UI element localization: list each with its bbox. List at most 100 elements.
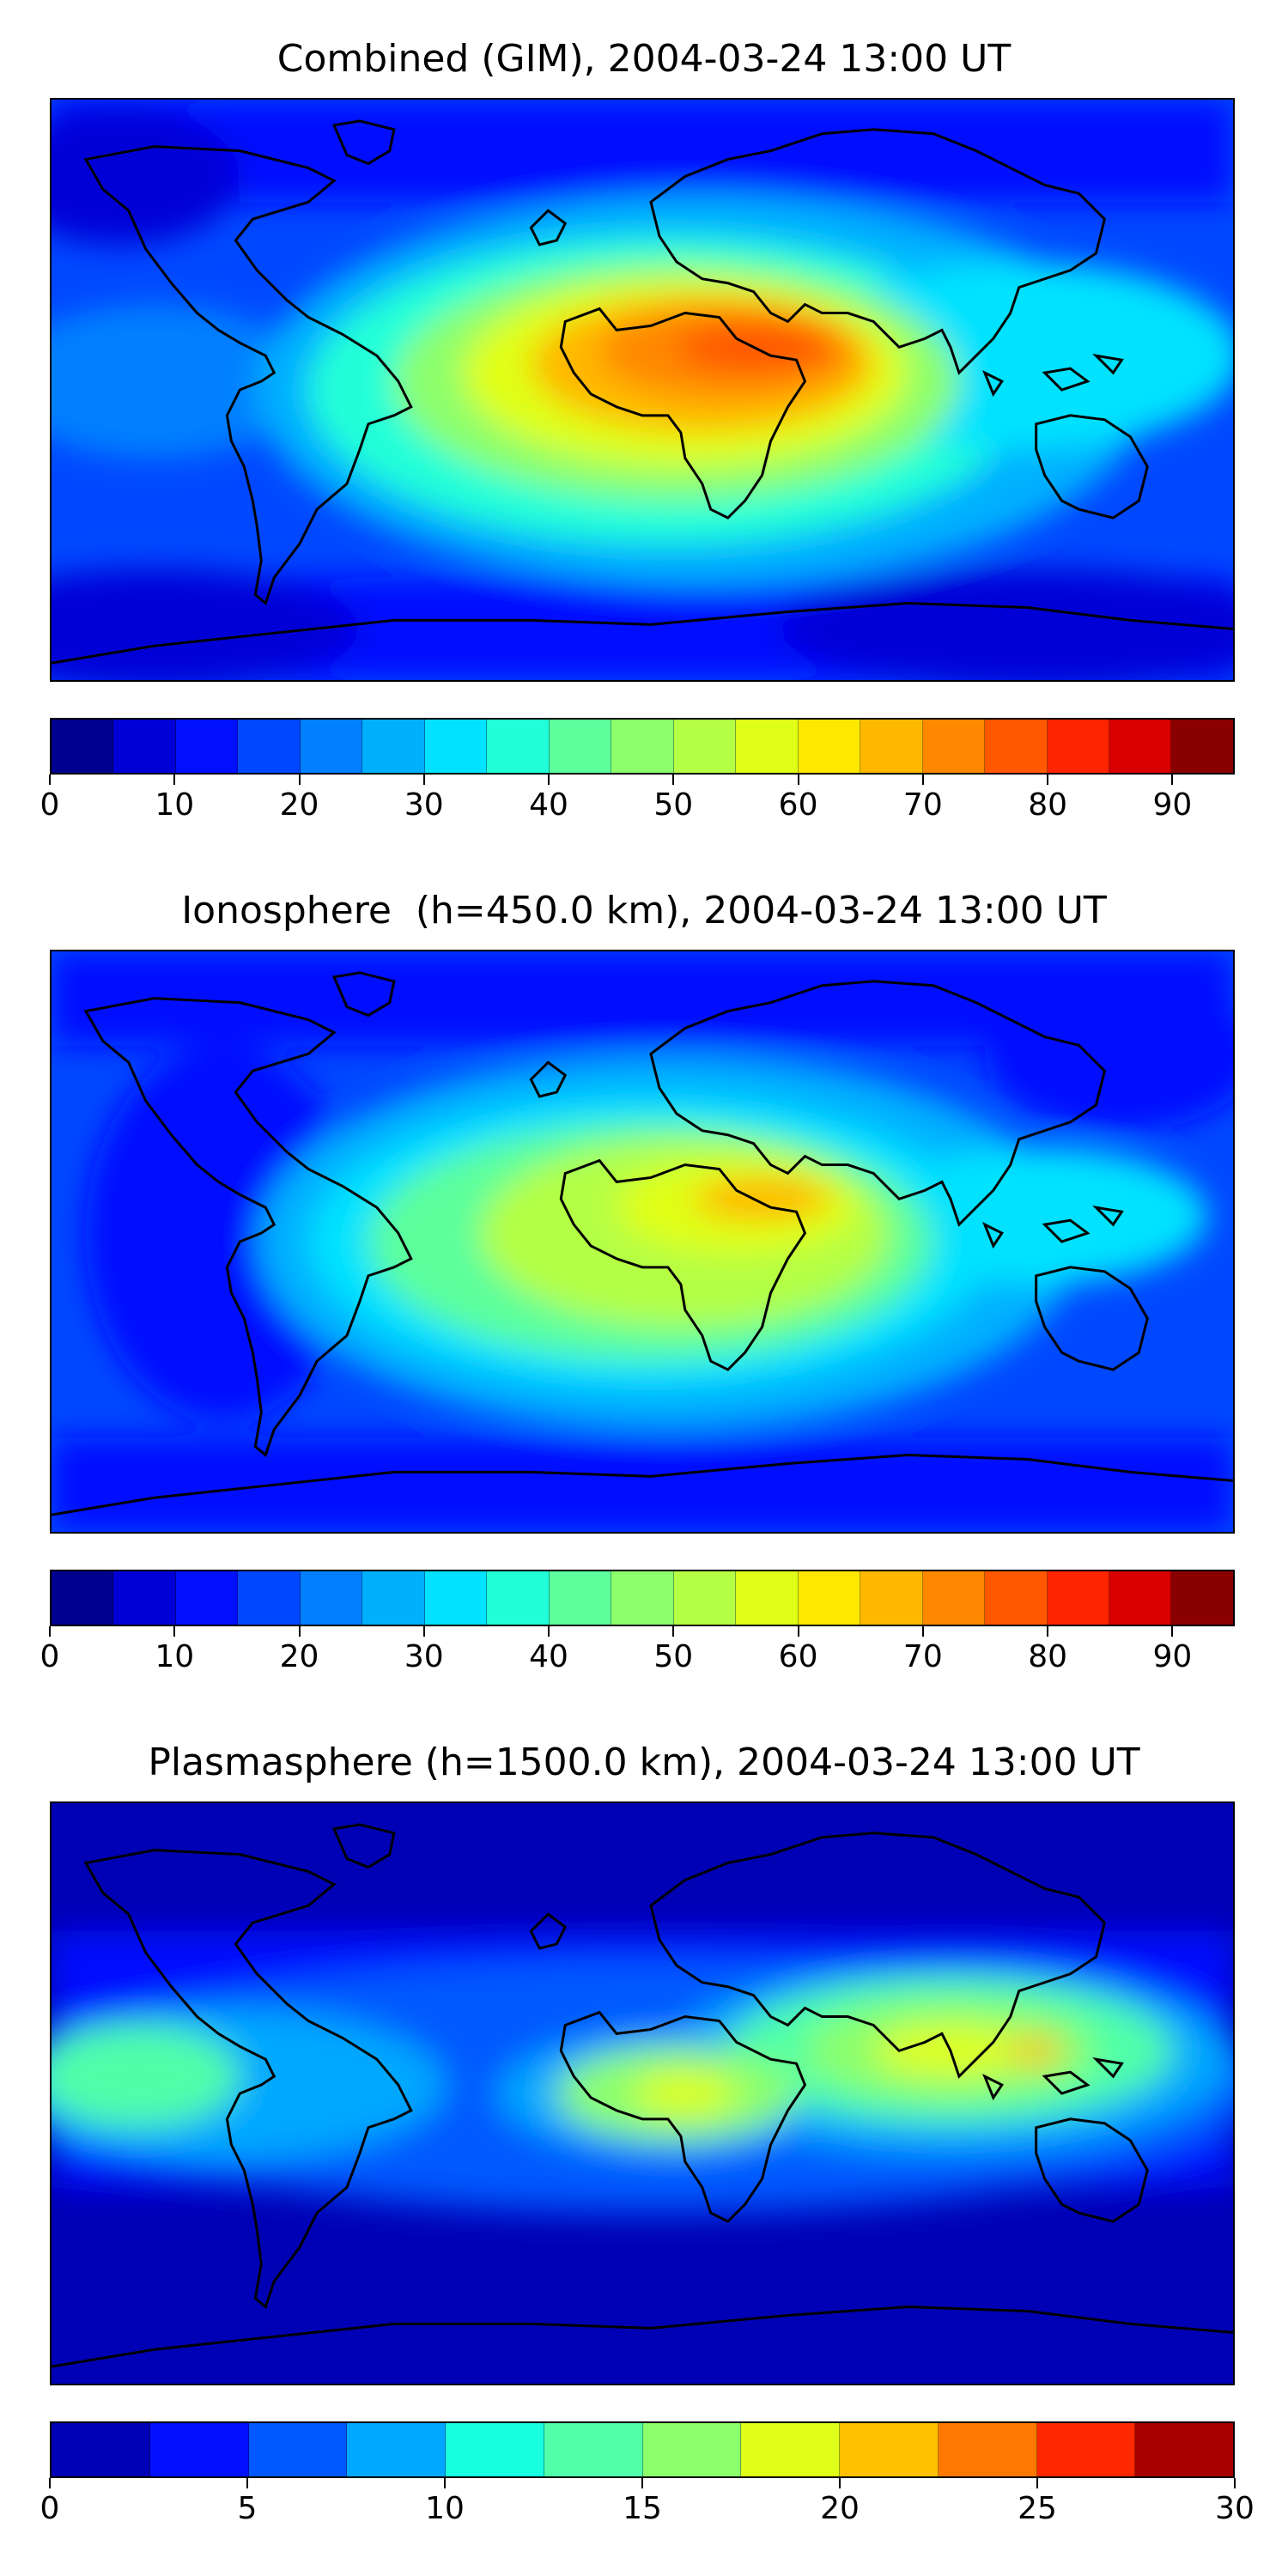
colorbar-tick-mark xyxy=(298,775,301,785)
colorbar-tick-label: 50 xyxy=(653,787,694,823)
colorbar-swatch xyxy=(362,1571,425,1625)
panel-2-map xyxy=(50,950,1235,1534)
colorbar-swatch xyxy=(1109,720,1172,773)
colorbar-tick-mark xyxy=(49,775,51,785)
panel-3-colorbar-ticks: 0 5 10 15 20 25 30 xyxy=(40,2478,1255,2530)
colorbar-tick-mark xyxy=(173,1626,176,1637)
colorbar-tick-mark xyxy=(921,1626,924,1637)
panel-1-title: Combined (GIM), 2004-03-24 13:00 UT xyxy=(276,37,1012,81)
colorbar-swatch xyxy=(300,1571,363,1625)
colorbar-tick-label: 70 xyxy=(902,787,943,823)
colorbar-tick-label: 80 xyxy=(1028,787,1067,823)
colorbar-swatch xyxy=(52,720,114,773)
colorbar-tick-label: 15 xyxy=(623,2491,662,2526)
colorbar-swatch xyxy=(52,2423,150,2476)
colorbar-swatch xyxy=(175,720,239,773)
colorbar-swatch xyxy=(611,1571,674,1625)
colorbar-swatch xyxy=(549,1571,612,1625)
colorbar-tick-label: 80 xyxy=(1028,1639,1067,1674)
panel-2-colorbar xyxy=(50,1570,1235,1626)
colorbar-tick-mark xyxy=(1047,775,1049,785)
colorbar-swatch xyxy=(347,2423,446,2476)
colorbar-swatch xyxy=(238,720,301,773)
colorbar-tick-label: 0 xyxy=(39,1639,60,1674)
colorbar-swatch xyxy=(673,1571,737,1625)
colorbar-tick-mark xyxy=(641,2478,643,2488)
colorbar-swatch xyxy=(549,720,612,773)
colorbar-tick-label: 25 xyxy=(1018,2491,1057,2526)
colorbar-tick-label: 0 xyxy=(39,787,60,823)
colorbar-swatch xyxy=(1047,720,1109,773)
colorbar-tick-mark xyxy=(797,1626,799,1637)
colorbar-tick-mark xyxy=(548,1626,550,1637)
colorbar-tick-mark xyxy=(672,1626,675,1637)
panel-1-colorbar xyxy=(50,718,1235,775)
colorbar-tick-label: 30 xyxy=(404,787,444,823)
panel-2-map-svg xyxy=(52,951,1233,1532)
colorbar-tick-mark xyxy=(49,2478,51,2488)
colorbar-tick-label: 30 xyxy=(1215,2491,1255,2526)
panel-2-colorbar-ticks: 0 10 20 30 40 50 60 70 80 90 xyxy=(40,1626,1235,1678)
colorbar-swatch xyxy=(175,1571,239,1625)
colorbar-tick-label: 0 xyxy=(39,2491,60,2526)
panel-3-title: Plasmasphere (h=1500.0 km), 2004-03-24 1… xyxy=(148,1741,1140,1784)
colorbar-tick-label: 70 xyxy=(902,1639,943,1674)
colorbar-swatch xyxy=(487,720,550,773)
colorbar-tick-label: 50 xyxy=(653,1639,694,1674)
colorbar-swatch xyxy=(938,2423,1037,2476)
colorbar-tick-label: 10 xyxy=(155,787,195,823)
colorbar-tick-mark xyxy=(173,775,176,785)
colorbar-tick-label: 60 xyxy=(778,1639,818,1674)
colorbar-tick-label: 10 xyxy=(425,2491,465,2526)
colorbar-swatch xyxy=(611,720,674,773)
colorbar-swatch xyxy=(985,720,1048,773)
colorbar-swatch xyxy=(238,1571,301,1625)
colorbar-tick-mark xyxy=(548,775,550,785)
panel-1-map xyxy=(50,98,1235,682)
colorbar-swatch xyxy=(248,2423,348,2476)
colorbar-swatch xyxy=(424,720,488,773)
colorbar-swatch xyxy=(860,720,923,773)
colorbar-tick-mark xyxy=(422,775,425,785)
colorbar-swatch xyxy=(1109,1571,1172,1625)
colorbar-swatch xyxy=(149,2423,249,2476)
colorbar-tick-label: 40 xyxy=(529,787,568,823)
colorbar-tick-mark xyxy=(1036,2478,1038,2488)
panel-3-colorbar xyxy=(50,2421,1235,2478)
colorbar-tick-label: 20 xyxy=(279,787,319,823)
colorbar-tick-label: 90 xyxy=(1152,1639,1193,1674)
colorbar-swatch xyxy=(1036,2423,1136,2476)
colorbar-swatch xyxy=(424,1571,488,1625)
colorbar-swatch xyxy=(446,2423,544,2476)
colorbar-tick-mark xyxy=(839,2478,841,2488)
colorbar-swatch xyxy=(985,1571,1048,1625)
panel-1-colorbar-ticks: 0 10 20 30 40 50 60 70 80 90 xyxy=(40,775,1235,826)
colorbar-tick-label: 40 xyxy=(529,1639,568,1674)
panel-2-title: Ionosphere (h=450.0 km), 2004-03-24 13:0… xyxy=(181,889,1107,933)
colorbar-tick-mark xyxy=(1047,1626,1049,1637)
colorbar-swatch xyxy=(544,2423,643,2476)
colorbar-swatch xyxy=(798,1571,861,1625)
colorbar-tick-mark xyxy=(49,1626,51,1637)
colorbar-swatch xyxy=(840,2423,939,2476)
colorbar-swatch xyxy=(487,1571,550,1625)
colorbar-swatch xyxy=(113,720,176,773)
colorbar-swatch xyxy=(1171,1571,1233,1625)
colorbar-swatch xyxy=(673,720,737,773)
colorbar-swatch xyxy=(113,1571,176,1625)
colorbar-tick-mark xyxy=(1234,2478,1236,2488)
colorbar-swatch xyxy=(860,1571,923,1625)
colorbar-tick-mark xyxy=(1171,1626,1174,1637)
colorbar-swatch xyxy=(798,720,861,773)
panel-1-map-svg xyxy=(52,100,1233,680)
colorbar-tick-label: 5 xyxy=(237,2491,258,2526)
colorbar-tick-label: 20 xyxy=(279,1639,319,1674)
colorbar-tick-mark xyxy=(672,775,675,785)
colorbar-swatch xyxy=(922,720,986,773)
colorbar-tick-mark xyxy=(444,2478,446,2488)
colorbar-swatch xyxy=(362,720,425,773)
colorbar-swatch xyxy=(736,1571,799,1625)
colorbar-tick-mark xyxy=(1171,775,1174,785)
colorbar-swatch xyxy=(1135,2423,1233,2476)
colorbar-tick-mark xyxy=(921,775,924,785)
